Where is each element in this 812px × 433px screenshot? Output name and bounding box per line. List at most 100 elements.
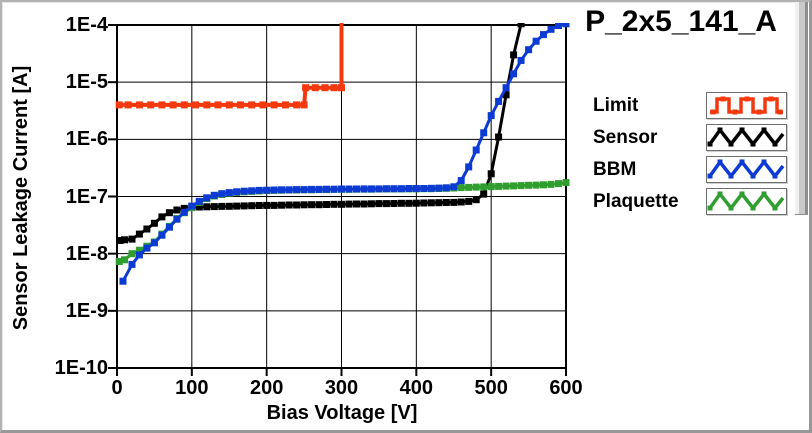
sensor-marker xyxy=(367,200,375,208)
sensor-marker xyxy=(457,198,465,206)
sensor-marker xyxy=(330,200,338,208)
plaquette-marker xyxy=(540,181,547,189)
bbm-marker xyxy=(435,184,443,192)
triangle-wave-icon xyxy=(707,191,785,211)
limit-marker xyxy=(225,101,233,109)
bbm-marker xyxy=(412,185,420,192)
limit-marker xyxy=(300,101,308,109)
legend-plot-sample-plaquette[interactable] xyxy=(706,188,787,215)
x-tick-label-400: 400 xyxy=(399,377,434,399)
legend-plot-sample-sensor[interactable] xyxy=(706,124,787,151)
bbm-marker xyxy=(195,197,203,205)
bbm-marker xyxy=(457,177,465,185)
legend-plot-sample-limit[interactable] xyxy=(706,92,787,119)
sensor-marker xyxy=(517,23,525,28)
sensor-marker xyxy=(427,199,435,207)
sensor-marker xyxy=(135,230,143,238)
sensor-marker xyxy=(397,199,405,207)
limit-marker xyxy=(293,101,301,109)
sensor-marker xyxy=(180,204,188,212)
sensor-marker xyxy=(218,202,226,210)
sensor-marker xyxy=(225,202,233,210)
sensor-marker xyxy=(263,201,271,209)
plaquette-marker xyxy=(465,183,473,191)
y-tick-label-1E-7: 1E-7 xyxy=(65,185,108,208)
legend-label-bbm: BBM xyxy=(593,159,637,180)
bbm-marker xyxy=(495,97,503,105)
sensor-marker xyxy=(203,203,211,211)
sensor-marker xyxy=(442,199,450,206)
bbm-marker xyxy=(119,277,127,285)
sensor-marker xyxy=(465,197,473,205)
bbm-marker xyxy=(525,46,533,54)
sensor-marker xyxy=(472,196,480,204)
legend-scrollbar[interactable] xyxy=(795,2,808,215)
bbm-marker xyxy=(450,183,458,191)
x-tick-label-100: 100 xyxy=(175,377,209,399)
bbm-marker xyxy=(270,186,278,194)
bbm-marker xyxy=(180,208,188,216)
bbm-marker xyxy=(165,223,173,231)
sensor-marker xyxy=(121,236,128,244)
sensor-marker xyxy=(150,219,158,227)
sensor-marker xyxy=(315,201,323,209)
sensor-marker xyxy=(480,190,488,198)
sensor-marker xyxy=(338,200,345,208)
bbm-marker xyxy=(150,239,158,247)
sensor-marker xyxy=(495,133,503,141)
plaquette-marker xyxy=(472,183,480,191)
sensor-marker xyxy=(143,225,151,233)
bbm-marker xyxy=(210,191,218,199)
legend-plot-sample-bbm[interactable] xyxy=(706,156,787,183)
sensor-marker xyxy=(510,51,518,59)
bbm-marker xyxy=(375,185,383,193)
sensor-marker xyxy=(353,200,360,208)
limit-marker xyxy=(115,101,123,109)
bbm-marker xyxy=(263,186,271,194)
plaquette-marker xyxy=(128,250,136,258)
sensor-marker xyxy=(435,199,443,207)
plaquette-marker xyxy=(480,183,488,191)
limit-marker xyxy=(147,101,155,109)
limit-marker xyxy=(180,101,188,109)
axis-ticks xyxy=(108,24,567,376)
plaquette-marker xyxy=(555,180,562,188)
sensor-marker xyxy=(450,198,458,206)
sensor-marker xyxy=(240,202,248,210)
bbm-marker xyxy=(128,260,136,268)
bbm-marker xyxy=(293,186,301,194)
sensor-marker xyxy=(173,206,181,214)
limit-marker xyxy=(330,84,338,92)
plaquette-marker xyxy=(547,180,555,188)
plaquette-marker xyxy=(532,181,540,189)
limit-marker xyxy=(124,101,132,109)
plaquette-marker xyxy=(115,258,123,265)
x-tick-label-500: 500 xyxy=(474,377,508,399)
sensor-marker xyxy=(360,200,368,208)
sensor-marker xyxy=(382,200,390,208)
bbm-marker xyxy=(465,163,473,171)
limit-marker xyxy=(169,101,177,109)
triangle-wave-icon xyxy=(707,127,785,147)
bbm-marker xyxy=(218,190,226,198)
bbm-marker xyxy=(225,189,233,197)
bbm-series xyxy=(119,23,570,285)
bbm-marker xyxy=(517,56,525,64)
limit-series xyxy=(115,23,345,109)
bbm-marker xyxy=(562,23,570,28)
plaquette-marker xyxy=(525,181,533,189)
sensor-marker xyxy=(233,202,241,210)
bbm-marker xyxy=(345,185,353,193)
limit-marker xyxy=(311,84,319,92)
sensor-marker xyxy=(116,237,124,244)
limit-marker xyxy=(203,101,211,109)
y-tick-label-1E-6: 1E-6 xyxy=(65,128,108,151)
plaquette-marker xyxy=(135,246,143,254)
sensor-marker xyxy=(293,201,301,209)
legend-label-plaquette: Plaquette xyxy=(593,191,679,212)
bbm-marker xyxy=(442,184,450,192)
bbm-marker xyxy=(487,112,495,120)
x-tick-label-600: 600 xyxy=(549,377,583,399)
bbm-marker xyxy=(143,244,151,252)
